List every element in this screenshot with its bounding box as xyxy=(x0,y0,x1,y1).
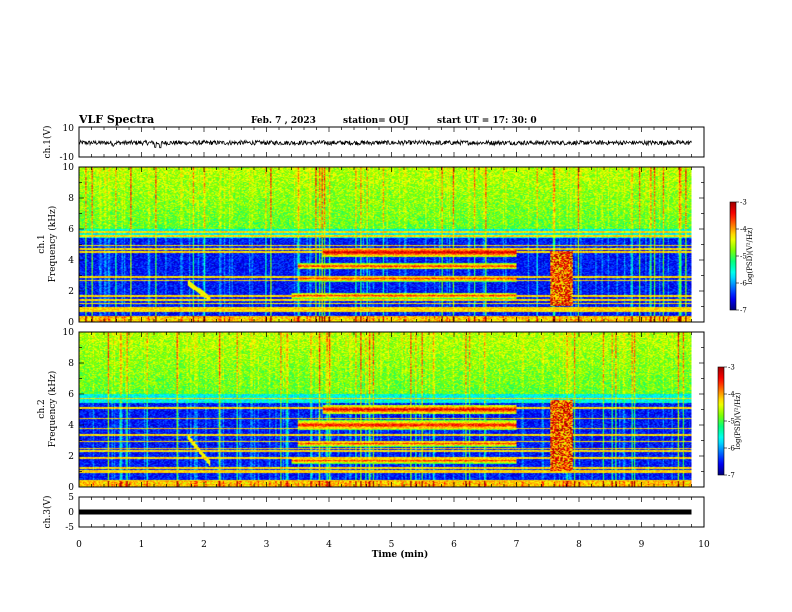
ch1-channel-label: ch.1 xyxy=(37,234,47,253)
colorbar-tick-label: -7 xyxy=(740,307,747,315)
ch2-colorbar-ticks: -3 -4 -5 -6 -7 xyxy=(724,364,735,480)
colorbar-tick-label: -6 xyxy=(740,280,747,288)
ch1-wave-ytick-max: 10 xyxy=(63,124,75,134)
freq-tick-label: 4 xyxy=(68,421,74,431)
ch2-spec-ytick-labels: 0 2 4 6 8 10 xyxy=(63,328,75,493)
ch2-colorbar-gradient xyxy=(717,366,725,476)
ch1-waveform-panel: 10 -10 ch.1(V) xyxy=(42,124,705,163)
colorbar-tick-label: -3 xyxy=(740,199,747,207)
time-tick-label: 7 xyxy=(514,540,520,550)
freq-tick-label: 10 xyxy=(63,328,75,338)
ch3-wave-ytick-max: 5 xyxy=(68,493,74,503)
ch2-channel-label: ch.2 xyxy=(37,399,47,418)
time-tick-label: 5 xyxy=(389,540,395,550)
ch1-colorbar-ticks: -3 -4 -5 -6 -7 xyxy=(736,199,747,315)
ch1-spec-ytick-labels: 0 2 4 6 8 10 xyxy=(63,163,75,328)
freq-tick-label: 2 xyxy=(68,287,74,297)
colorbar-tick-label: -4 xyxy=(728,391,735,399)
time-tick-label: 4 xyxy=(326,540,332,550)
ch1-spectrogram-image xyxy=(79,167,692,322)
ch1-colorbar-label: log(PSD)(V²/Hz) xyxy=(746,227,754,284)
ch2-spectrogram-panel: 0 2 4 6 8 10 ch.2 Frequency (kHz) -3 -4 -5 -6 -7 … xyxy=(37,328,742,493)
date-label: Feb. 7 , 2023 xyxy=(251,116,316,126)
ch3-wave-ylabel: ch.3(V) xyxy=(42,496,53,529)
ch2-spectrogram-image xyxy=(79,332,692,487)
freq-tick-label: 4 xyxy=(68,256,74,266)
time-tick-label: 8 xyxy=(576,540,582,550)
freq-tick-label: 10 xyxy=(63,163,75,173)
colorbar-tick-label: -4 xyxy=(740,226,747,234)
ch1-waveform-trace xyxy=(78,139,692,149)
figure-title: VLF Spectra xyxy=(78,113,154,126)
time-tick-label: 0 xyxy=(76,540,82,550)
ch1-wave-ylabel: ch.1(V) xyxy=(42,126,53,159)
ch1-colorbar-gradient xyxy=(729,201,737,311)
colorbar-tick-label: -3 xyxy=(728,364,735,372)
ch1-wave-xticks xyxy=(78,127,705,157)
ch3-wave-xticks xyxy=(78,497,705,527)
ch2-colorbar-label: log(PSD)(V²/Hz) xyxy=(734,392,742,449)
time-axis-label: Time (min) xyxy=(372,549,429,560)
freq-tick-label: 2 xyxy=(68,452,74,462)
freq-tick-label: 6 xyxy=(68,390,74,400)
time-tick-label: 10 xyxy=(698,540,710,550)
freq-tick-label: 0 xyxy=(68,483,74,493)
time-tick-label: 3 xyxy=(264,540,270,550)
ch3-wave-ytick-min: -5 xyxy=(65,523,74,533)
ch1-colorbar: -3 -4 -5 -6 -7 log(PSD)(V²/Hz) xyxy=(729,199,754,315)
freq-tick-label: 0 xyxy=(68,318,74,328)
ch3-wave-ytick-zero: 0 xyxy=(68,508,74,518)
colorbar-tick-label: -7 xyxy=(728,472,735,480)
freq-tick-label: 6 xyxy=(68,225,74,235)
ch3-waveform-panel: 5 0 -5 ch.3(V) 0 1 2 3 4 5 6 7 8 9 10 Time (min) xyxy=(42,493,710,560)
ch2-spec-ticks xyxy=(78,331,705,488)
freq-tick-label: 8 xyxy=(68,194,74,204)
colorbar-tick-label: -6 xyxy=(728,445,735,453)
ch3-waveform-trace xyxy=(79,509,692,515)
time-tick-label: 9 xyxy=(639,540,645,550)
time-tick-label: 2 xyxy=(201,540,207,550)
colorbar-tick-label: -5 xyxy=(740,253,747,261)
colorbar-tick-label: -5 xyxy=(728,418,735,426)
ch1-spectrogram-panel: 0 2 4 6 8 10 ch.1 Frequency (kHz) -3 -4 -5 -6 -7 … xyxy=(37,163,754,328)
station-label: station= OUJ xyxy=(343,116,409,126)
ch1-freq-ylabel: Frequency (kHz) xyxy=(47,206,58,283)
ch1-wave-ytick-min: -10 xyxy=(60,153,75,163)
time-tick-label: 6 xyxy=(451,540,457,550)
ch2-colorbar: -3 -4 -5 -6 -7 log(PSD)(V²/Hz) xyxy=(717,364,742,480)
ch2-freq-ylabel: Frequency (kHz) xyxy=(47,371,58,448)
start-time-label: start UT = 17: 30: 0 xyxy=(437,116,537,126)
freq-tick-label: 8 xyxy=(68,359,74,369)
time-tick-label: 1 xyxy=(139,540,145,550)
ch1-spec-ticks xyxy=(78,166,705,323)
time-axis-tick-labels: 0 1 2 3 4 5 6 7 8 9 10 xyxy=(76,540,710,550)
